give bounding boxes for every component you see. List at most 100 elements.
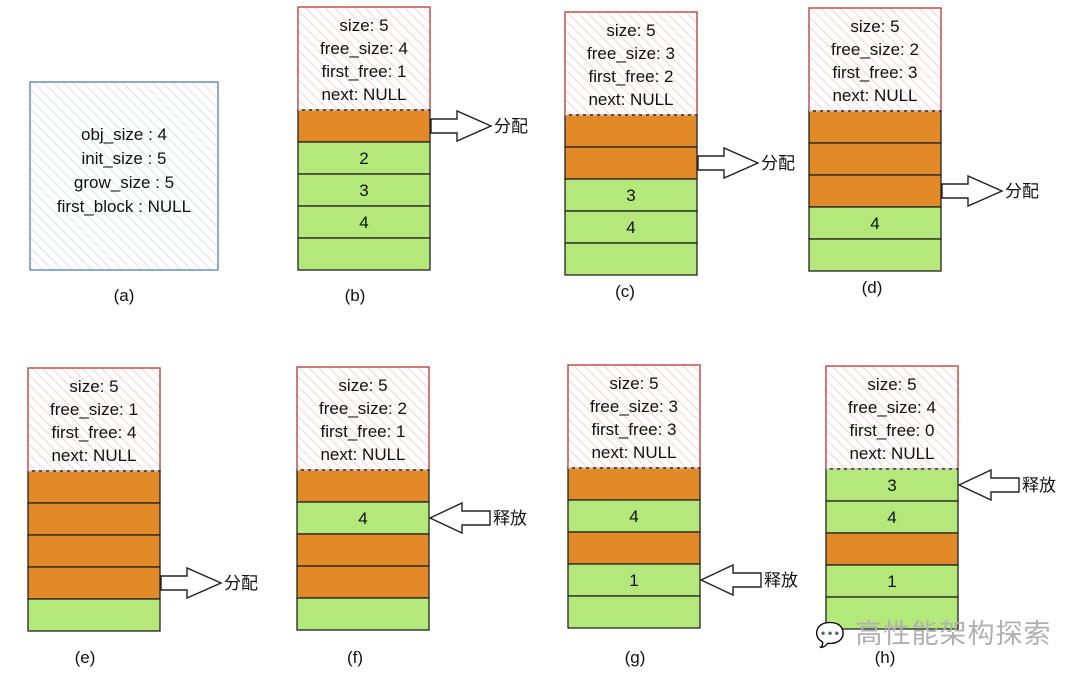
arrow-label: 释放 [1022,476,1056,495]
allocated-slot [27,502,161,536]
free-slot [825,468,959,502]
header-field: next: NULL [588,90,673,109]
block-header [825,365,959,470]
allocate-arrow-icon [697,146,760,180]
pool-block-panel: size: 5 free_size: 2 first_free: 1 next: NU… [296,366,527,667]
wechat-icon: 💬 [815,621,846,649]
caption: (b) [345,286,366,305]
free-slot [567,595,701,629]
header-field: first_free: 3 [832,63,917,82]
slot-index: 1 [629,571,638,590]
slot-index: 4 [887,508,896,527]
pool-block-panel: size: 5 free_size: 1 first_free: 4 next: NU… [27,367,258,667]
caption: (g) [625,648,646,667]
allocate-arrow-icon [430,109,493,143]
header-field: free_size: 2 [319,399,407,418]
pool-block-panel: size: 5 free_size: 4 first_free: 1 next: NU… [297,6,528,305]
slot-index: 3 [626,186,635,205]
header-field: first_free: 4 [51,423,136,442]
allocated-slot [567,467,701,501]
header-field: next: NULL [591,443,676,462]
allocated-slot [297,109,431,143]
config-box: obj_size : 4 init_size : 5 grow_size : 5 fi… [29,81,219,305]
allocated-slot [564,146,698,180]
allocate-arrow-icon [160,566,223,600]
header-field: size: 5 [338,376,387,395]
free-slot [297,237,431,271]
caption: (a) [114,286,135,305]
slot-index: 3 [887,476,896,495]
release-arrow-icon [699,563,762,597]
allocated-slot [27,470,161,504]
slot-index: 3 [359,181,368,200]
release-arrow-icon [428,501,491,535]
arrow-label: 分配 [761,154,795,173]
allocated-slot [296,565,430,599]
arrow-label: 分配 [494,117,528,136]
allocated-slot [825,532,959,566]
header-field: next: NULL [849,444,934,463]
header-field: next: NULL [51,446,136,465]
pool-block-panel: size: 5 free_size: 3 first_free: 2 next: NU… [564,11,795,301]
free-slot [296,597,430,631]
arrow-label: 分配 [224,574,258,593]
config-field: obj_size : 4 [81,125,167,144]
allocated-slot [564,114,698,148]
free-slot [27,598,161,632]
free-slot [297,173,431,207]
slot-index: 4 [629,507,638,526]
slot-index: 1 [887,572,896,591]
allocated-slot [296,469,430,503]
caption: (f) [347,648,363,667]
header-field: size: 5 [606,21,655,40]
header-field: next: NULL [320,445,405,464]
allocated-slot [27,534,161,568]
block-header [564,11,698,116]
free-slot [564,178,698,212]
header-field: first_free: 1 [320,422,405,441]
config-field: init_size : 5 [81,149,166,168]
header-field: size: 5 [69,377,118,396]
allocated-slot [808,110,942,144]
allocated-slot [27,566,161,600]
pool-block-panel: size: 5 free_size: 2 first_free: 3 next: NU… [808,7,1039,297]
slot-index: 4 [358,509,367,528]
config-box-frame [29,81,219,271]
header-field: size: 5 [850,17,899,36]
free-slot [564,210,698,244]
header-field: first_free: 3 [591,420,676,439]
slot-index: 4 [870,214,879,233]
arrow-label: 释放 [764,571,798,590]
caption: (h) [875,648,896,667]
config-field: first_block : NULL [57,197,191,216]
header-field: size: 5 [609,374,658,393]
header-field: free_size: 3 [590,397,678,416]
slot-index: 2 [359,149,368,168]
header-field: first_free: 0 [849,421,934,440]
header-field: first_free: 1 [321,62,406,81]
block-header [567,364,701,469]
block-header [296,366,430,471]
caption: (c) [615,282,635,301]
watermark-text: 高性能架构探索 [855,619,1052,650]
header-field: free_size: 4 [320,39,408,58]
allocated-slot [808,174,942,208]
config-field: grow_size : 5 [74,173,174,192]
header-field: next: NULL [832,86,917,105]
release-arrow-icon [957,468,1020,502]
pool-block-panel: size: 5 free_size: 3 first_free: 3 next: NU… [567,364,798,667]
allocated-slot [296,533,430,567]
pool-block-panel: size: 5 free_size: 4 first_free: 0 next: NU… [825,365,1056,667]
header-field: free_size: 1 [50,400,138,419]
arrow-label: 释放 [493,509,527,528]
allocated-slot [567,531,701,565]
caption: (d) [862,278,883,297]
allocate-arrow-icon [941,174,1004,208]
allocated-slot [808,142,942,176]
slot-index: 4 [359,213,368,232]
block-header [808,7,942,112]
header-field: size: 5 [867,375,916,394]
header-field: size: 5 [339,16,388,35]
header-field: next: NULL [321,85,406,104]
